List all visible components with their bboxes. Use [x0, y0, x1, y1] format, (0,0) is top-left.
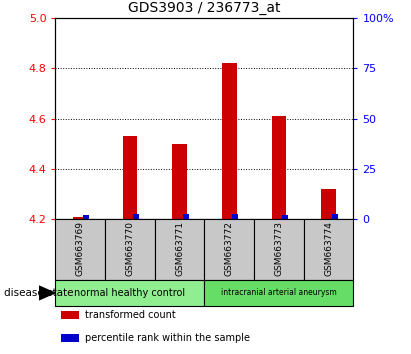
Bar [83, 216, 89, 219]
Bar [254, 219, 304, 280]
Bar [304, 219, 353, 280]
Bar [321, 189, 336, 219]
Bar [133, 215, 139, 219]
Text: GSM663773: GSM663773 [275, 221, 284, 276]
Bar [62, 333, 79, 342]
Bar [272, 116, 286, 219]
Bar [55, 280, 205, 306]
Bar [73, 217, 88, 219]
Bar [122, 136, 137, 219]
Text: GSM663774: GSM663774 [324, 221, 333, 276]
Bar [155, 219, 204, 280]
Text: GSM663771: GSM663771 [175, 221, 184, 276]
Bar [332, 215, 337, 219]
Bar [282, 216, 288, 219]
Text: normal healthy control: normal healthy control [74, 288, 185, 298]
Text: GSM663772: GSM663772 [225, 221, 234, 276]
Text: intracranial arterial aneurysm: intracranial arterial aneurysm [221, 289, 337, 297]
Bar [172, 144, 187, 219]
Text: transformed count: transformed count [85, 310, 176, 320]
Bar [205, 219, 254, 280]
Bar [105, 219, 155, 280]
Polygon shape [39, 286, 55, 300]
Bar [205, 280, 353, 306]
Text: disease state: disease state [4, 288, 74, 298]
Bar [222, 63, 237, 219]
Text: GSM663769: GSM663769 [76, 221, 85, 276]
Bar [182, 215, 189, 219]
Text: percentile rank within the sample: percentile rank within the sample [85, 333, 250, 343]
Title: GDS3903 / 236773_at: GDS3903 / 236773_at [128, 1, 281, 15]
Text: GSM663770: GSM663770 [125, 221, 134, 276]
Bar [62, 311, 79, 319]
Bar [232, 215, 238, 219]
Bar [55, 219, 105, 280]
